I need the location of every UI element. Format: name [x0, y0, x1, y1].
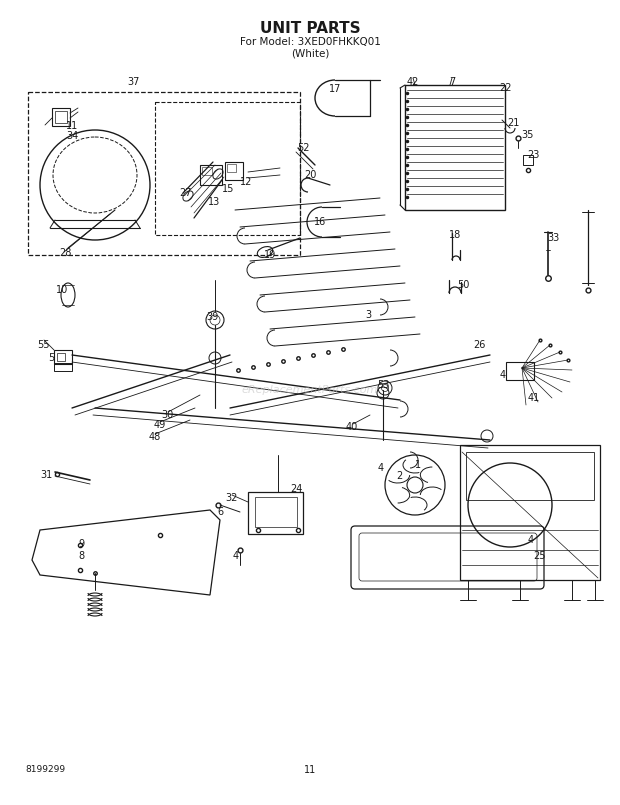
Bar: [227, 164, 236, 172]
Text: 15: 15: [222, 184, 234, 194]
Text: 55: 55: [37, 340, 49, 350]
Text: 40: 40: [346, 422, 358, 432]
Text: 21: 21: [507, 118, 519, 128]
Bar: [202, 167, 212, 175]
Text: 50: 50: [457, 280, 469, 290]
Text: 11: 11: [304, 765, 316, 775]
Bar: [52, 108, 70, 126]
Text: 7: 7: [449, 77, 455, 87]
Text: 39: 39: [206, 312, 218, 322]
Bar: [57, 353, 65, 361]
Bar: [523, 155, 533, 165]
Text: 13: 13: [208, 197, 220, 207]
Text: 16: 16: [314, 217, 326, 227]
Text: 11: 11: [66, 121, 78, 131]
Bar: [155, 102, 300, 235]
Text: 26: 26: [473, 340, 485, 350]
Text: 4: 4: [233, 551, 239, 561]
Text: 9: 9: [78, 539, 84, 549]
Text: 22: 22: [500, 83, 512, 93]
Text: 2: 2: [396, 471, 402, 481]
Text: 25: 25: [533, 551, 545, 561]
Bar: [28, 92, 300, 255]
Text: 42: 42: [407, 77, 419, 87]
Text: 33: 33: [547, 233, 559, 243]
Text: 8: 8: [78, 551, 84, 561]
Text: 28: 28: [59, 248, 71, 258]
Text: 35: 35: [521, 130, 533, 140]
Text: 41: 41: [528, 393, 540, 403]
Text: 53: 53: [377, 380, 389, 390]
Bar: [54, 350, 72, 364]
Bar: [55, 111, 67, 123]
Text: 4: 4: [528, 535, 534, 545]
Text: 1: 1: [415, 460, 421, 470]
Text: 48: 48: [149, 432, 161, 442]
Bar: [466, 452, 594, 500]
Text: 23: 23: [527, 150, 539, 160]
Text: UNIT PARTS: UNIT PARTS: [260, 20, 360, 35]
Bar: [200, 165, 222, 185]
Text: 31: 31: [40, 470, 52, 480]
Text: For Model: 3XED0FHKKQ01: For Model: 3XED0FHKKQ01: [239, 37, 381, 47]
Text: 6: 6: [217, 507, 223, 517]
Text: 19: 19: [264, 250, 276, 260]
Text: eReplacementParts.com: eReplacementParts.com: [242, 385, 378, 395]
Bar: [255, 497, 297, 527]
Text: 34: 34: [66, 131, 78, 141]
Bar: [506, 362, 534, 380]
Text: 8199299: 8199299: [25, 766, 65, 774]
Text: 12: 12: [240, 177, 252, 187]
Text: 10: 10: [56, 285, 68, 295]
Text: 17: 17: [329, 84, 341, 94]
Bar: [248, 492, 303, 534]
Text: (White): (White): [291, 48, 329, 58]
Bar: [54, 363, 72, 371]
Text: 32: 32: [226, 493, 238, 503]
Text: 20: 20: [304, 170, 316, 180]
Text: 4: 4: [378, 463, 384, 473]
Text: 52: 52: [297, 143, 309, 153]
Bar: [225, 162, 243, 180]
Text: 18: 18: [449, 230, 461, 240]
Text: 27: 27: [180, 188, 192, 198]
Bar: [460, 445, 600, 580]
Text: 5: 5: [48, 353, 54, 363]
Bar: [405, 85, 505, 210]
Text: 30: 30: [161, 410, 173, 420]
Text: 4: 4: [500, 370, 506, 380]
Text: 3: 3: [365, 310, 371, 320]
Text: 37: 37: [127, 77, 139, 87]
Text: 24: 24: [290, 484, 302, 494]
Text: 49: 49: [154, 420, 166, 430]
